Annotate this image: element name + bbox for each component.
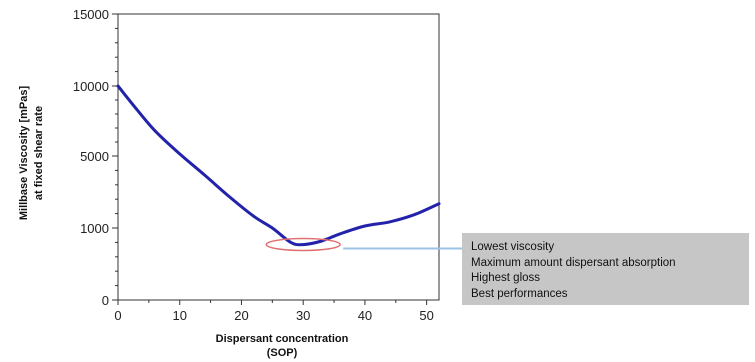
y-axis-title-line-2: at fixed shear rate bbox=[33, 106, 45, 200]
x-axis-title-line-2: (SOP) bbox=[267, 347, 298, 359]
callout-line: Highest gloss bbox=[471, 272, 541, 284]
x-tick-label: 30 bbox=[296, 308, 310, 323]
x-axis-title-line-1: Dispersant concentration bbox=[216, 333, 349, 345]
y-tick-label: 0 bbox=[102, 293, 109, 308]
y-tick-label: 1000 bbox=[80, 221, 109, 236]
y-tick-label: 5000 bbox=[80, 149, 109, 164]
viscosity-curve bbox=[116, 84, 441, 247]
x-tick-label: 0 bbox=[114, 308, 121, 323]
callout-line: Best performances bbox=[471, 287, 568, 300]
y-axis-title-line-1: Millbase Viscosity [mPas] bbox=[18, 86, 30, 221]
plot-frame bbox=[117, 13, 440, 301]
x-tick-label: 50 bbox=[419, 308, 433, 323]
series-layer bbox=[116, 84, 441, 247]
callout-line: Lowest viscosity bbox=[471, 241, 555, 253]
callout-line: Maximum amount dispersant absorption bbox=[471, 256, 676, 269]
y-tick-label: 10000 bbox=[73, 79, 109, 94]
minimum-highlight-ellipse bbox=[265, 237, 341, 252]
plot-border bbox=[117, 13, 440, 301]
y-axis-ticks: 0 1000 5000 10000 15000 bbox=[73, 7, 118, 308]
x-tick-label: 20 bbox=[234, 308, 248, 323]
callout-box: Lowest viscosity Maximum amount dispersa… bbox=[462, 233, 749, 305]
x-tick-label: 10 bbox=[172, 308, 186, 323]
axis-titles: Dispersant concentration (SOP) Millbase … bbox=[18, 86, 349, 359]
x-tick-label: 40 bbox=[358, 308, 372, 323]
y-tick-label: 15000 bbox=[73, 7, 109, 22]
highlight-layer bbox=[265, 237, 462, 252]
x-axis-ticks: 0 10 20 30 40 50 bbox=[114, 300, 434, 323]
